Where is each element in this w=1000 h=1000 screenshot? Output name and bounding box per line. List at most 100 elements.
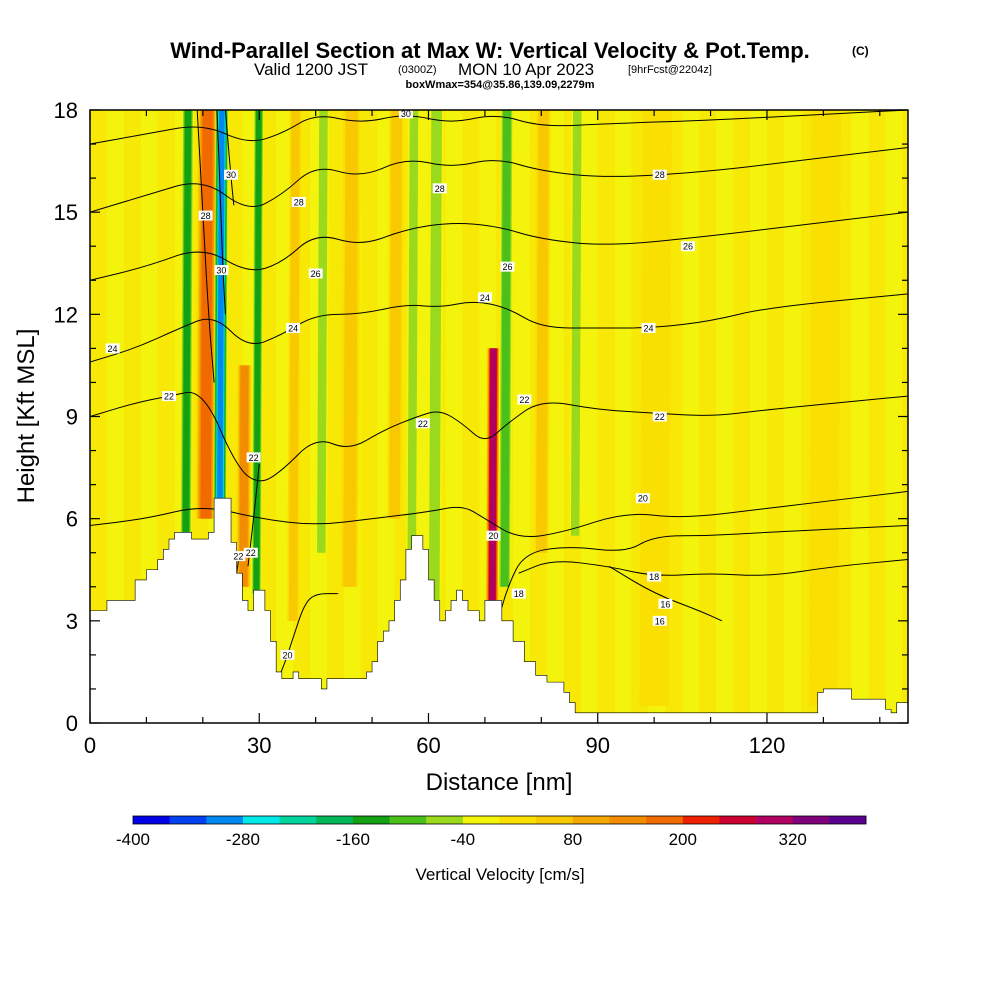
- updraft-band: [288, 110, 300, 621]
- isentrope-line: [90, 490, 908, 538]
- contour-label: 24: [105, 343, 120, 354]
- contour-labels: 1618182020222222242628302830302826242222…: [105, 108, 695, 660]
- contour-label: 24: [286, 322, 301, 333]
- contour-label-text: 24: [643, 323, 653, 333]
- field-band: [360, 110, 378, 723]
- contour-label-text: 30: [216, 266, 226, 276]
- y-tick-label: 6: [66, 507, 78, 532]
- copyright-mark: (C): [852, 44, 869, 58]
- y-tick-label: 12: [54, 302, 78, 327]
- contour-label-text: 22: [233, 552, 243, 562]
- field-band: [259, 110, 277, 723]
- contour-label: 18: [647, 571, 662, 582]
- contour-label: 20: [486, 530, 501, 541]
- contour-label: 24: [477, 292, 492, 303]
- contour-label: 26: [680, 241, 695, 252]
- y-tick-label: 9: [66, 405, 78, 430]
- valid-date: MON 10 Apr 2023: [458, 60, 594, 79]
- colorbar-frame: [132, 815, 867, 825]
- contour-label: 22: [652, 411, 667, 422]
- x-axis-label: Distance [nm]: [426, 769, 573, 796]
- contour-label-text: 18: [649, 572, 659, 582]
- contour-label: 26: [308, 268, 323, 279]
- downdraft-band: [182, 110, 192, 536]
- contour-label-text: 26: [683, 242, 693, 252]
- x-tick-label: 60: [416, 733, 440, 758]
- contour-label-bg: [652, 411, 667, 422]
- x-tick-label: 90: [585, 733, 609, 758]
- contour-label-text: 24: [108, 344, 118, 354]
- colorbar-swatch: [499, 816, 537, 824]
- contour-label-text: 28: [435, 184, 445, 194]
- contour-label-text: 28: [201, 211, 211, 221]
- contour-label-bg: [308, 268, 323, 279]
- contour-label: 28: [291, 196, 306, 207]
- forecast-info: [9hrFcst@2204z]: [628, 64, 712, 76]
- downdraft-band: [428, 110, 442, 621]
- downdraft-band: [570, 110, 582, 536]
- contour-label-text: 26: [311, 269, 321, 279]
- isentrope-line: [90, 211, 908, 281]
- contour-label: 30: [214, 265, 229, 276]
- colorbar-tick-label: -400: [116, 830, 150, 849]
- contour-label-bg: [511, 588, 526, 599]
- isentrope-line: [196, 110, 215, 383]
- contour-label-bg: [647, 571, 662, 582]
- axis-ticks: 0 30 60 90 120 0 3 6 9 12 15 18: [54, 98, 908, 758]
- contour-label-bg: [517, 394, 532, 405]
- contour-label-bg: [641, 322, 656, 333]
- contour-label-text: 20: [638, 494, 648, 504]
- contour-label-text: 28: [294, 197, 304, 207]
- updraft-band: [536, 110, 549, 553]
- box-info: boxWmax=354@35.86,139.09,2279m: [406, 79, 595, 91]
- colorbar-swatch: [316, 816, 354, 824]
- chart-title: Wind-Parallel Section at Max W: Vertical…: [170, 38, 810, 63]
- contour-label-bg: [286, 322, 301, 333]
- updraft-band: [639, 110, 672, 706]
- contour-label-text: 24: [288, 323, 298, 333]
- colorbar-swatch: [426, 816, 464, 824]
- contour-label: 16: [658, 598, 673, 609]
- contour-label-text: 20: [488, 531, 498, 541]
- isentrope-line: [90, 110, 908, 145]
- colorbar-swatch: [646, 816, 684, 824]
- contour-label-text: 18: [514, 589, 524, 599]
- colorbar-swatch: [133, 816, 170, 824]
- downdraft-band: [253, 110, 262, 594]
- x-tick-label: 0: [84, 733, 96, 758]
- contour-label-bg: [415, 418, 430, 429]
- colorbar-tick-label: 80: [563, 830, 582, 849]
- contour-label-bg: [635, 493, 650, 504]
- isentrope-line: [518, 559, 908, 576]
- colorbar-label: Vertical Velocity [cm/s]: [415, 865, 584, 884]
- colorbar-swatch: [169, 816, 207, 824]
- contour-label-bg: [398, 108, 413, 119]
- valid-utc: (0300Z): [398, 64, 437, 76]
- terrain-mask: [90, 497, 908, 723]
- colorbar: -400 -280 -160 -40 80 200 320: [116, 815, 867, 849]
- field-band: [597, 110, 615, 723]
- isentrope-line: [608, 565, 723, 622]
- y-tick-label: 0: [66, 711, 78, 736]
- field-band: [868, 110, 886, 723]
- contour-label-text: 22: [519, 395, 529, 405]
- colorbar-swatch: [682, 816, 720, 824]
- contour-label-text: 30: [401, 109, 411, 119]
- y-axis-label: Height [Kft MSL]: [13, 329, 40, 504]
- contour-label-bg: [243, 547, 258, 558]
- y-tick-label: 3: [66, 609, 78, 634]
- contour-label: 22: [517, 394, 532, 405]
- colorbar-swatch: [352, 816, 390, 824]
- colorbar-swatch: [206, 816, 244, 824]
- colorbar-swatch: [609, 816, 647, 824]
- contour-label-text: 22: [655, 412, 665, 422]
- contour-label-text: 22: [164, 392, 174, 402]
- contour-label: 22: [243, 547, 258, 558]
- contour-label-bg: [652, 169, 667, 180]
- field-band: [462, 110, 480, 723]
- contour-label: 22: [161, 391, 176, 402]
- contour-label-bg: [680, 241, 695, 252]
- contour-label-bg: [658, 598, 673, 609]
- colorbar-swatch: [792, 816, 830, 824]
